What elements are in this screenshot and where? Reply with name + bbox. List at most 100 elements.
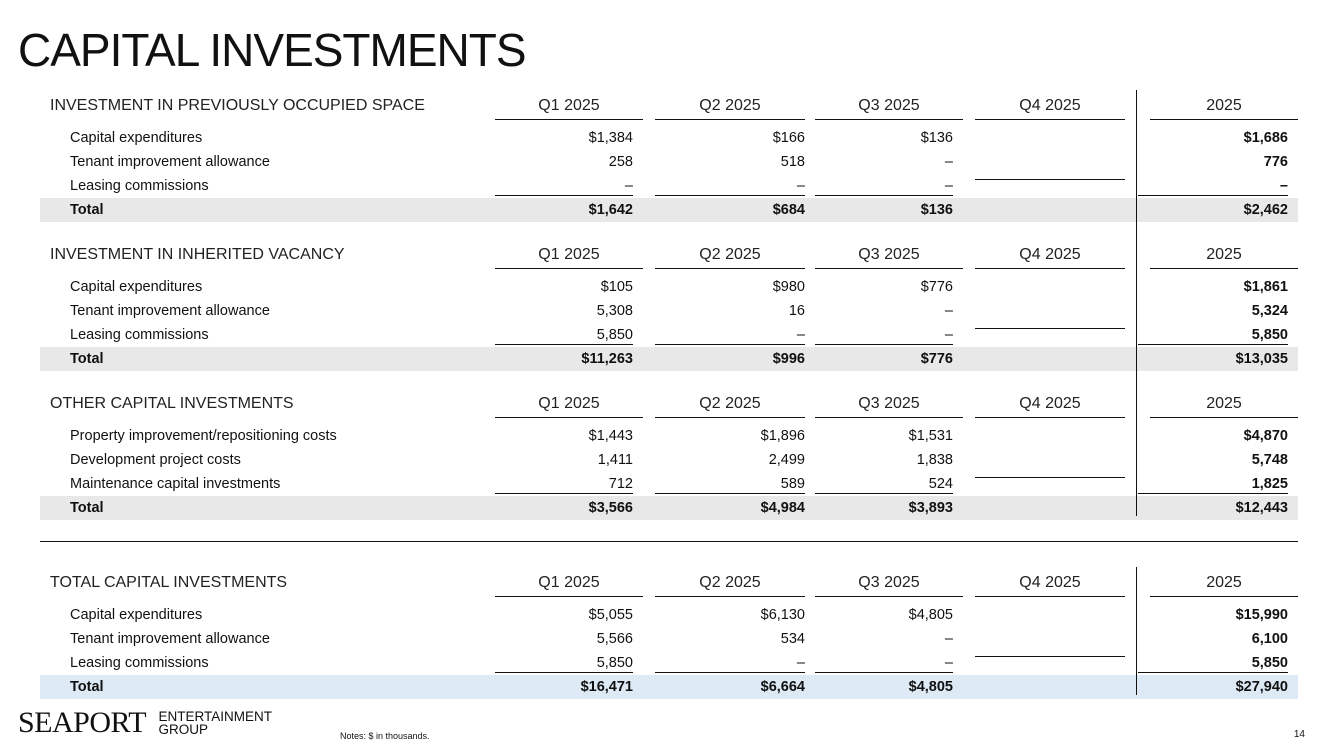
section-heading: INVESTMENT IN INHERITED VACANCY [50, 246, 345, 263]
total-q2: $996 [772, 351, 805, 367]
cell-q3: 1,838 [916, 452, 953, 468]
table-row: Maintenance capital investments 712 589 … [40, 472, 1298, 496]
row-label: Leasing commissions [70, 327, 209, 343]
section-inherited-vacancy: INVESTMENT IN INHERITED VACANCY Q1 2025 … [40, 239, 1298, 371]
table-row: Leasing commissions 5,850 – – 5,850 [40, 651, 1298, 675]
cell-q2: 518 [780, 154, 805, 170]
cell-q2: $980 [772, 279, 805, 295]
cell-q1: 712 [495, 476, 633, 494]
cell-year: 5,850 [1138, 655, 1288, 673]
page-number: 14 [1293, 729, 1305, 740]
total-row: Total $3,566 $4,984 $3,893 $12,443 [40, 496, 1298, 520]
section-total-capital: TOTAL CAPITAL INVESTMENTS Q1 2025 Q2 202… [40, 567, 1298, 699]
column-header-q4: Q4 2025 [975, 395, 1125, 418]
table-row: Development project costs 1,411 2,499 1,… [40, 448, 1298, 472]
section-header-row: INVESTMENT IN PREVIOUSLY OCCUPIED SPACE … [40, 90, 1298, 120]
total-row: Total $1,642 $684 $136 $2,462 [40, 198, 1298, 222]
total-label: Total [70, 679, 104, 695]
row-label: Capital expenditures [70, 607, 203, 623]
column-header-q1: Q1 2025 [495, 395, 643, 418]
total-q2: $4,984 [760, 500, 805, 516]
cell-q1: 1,411 [597, 452, 633, 468]
cell-q3: $4,805 [908, 607, 953, 623]
row-label: Maintenance capital investments [70, 476, 281, 492]
section-separator [40, 541, 1298, 542]
cell-year: 1,825 [1138, 476, 1288, 494]
column-header-q3: Q3 2025 [815, 97, 963, 120]
column-header-q3: Q3 2025 [815, 574, 963, 597]
column-header-year: 2025 [1150, 395, 1298, 418]
cell-q1: 5,308 [596, 303, 633, 319]
cell-year: – [1138, 178, 1288, 196]
cell-q2: 589 [655, 476, 805, 494]
section-heading: OTHER CAPITAL INVESTMENTS [50, 395, 294, 412]
column-header-q4: Q4 2025 [975, 97, 1125, 120]
section-heading: INVESTMENT IN PREVIOUSLY OCCUPIED SPACE [50, 97, 425, 114]
total-year: $27,940 [1235, 679, 1288, 695]
total-row: Total $11,263 $996 $776 $13,035 [40, 347, 1298, 371]
table-row: Tenant improvement allowance 258 518 – 7… [40, 150, 1298, 174]
cell-q3: $1,531 [908, 428, 953, 444]
row-label: Tenant improvement allowance [70, 631, 270, 647]
table-row: Tenant improvement allowance 5,566 534 –… [40, 627, 1298, 651]
column-header-q4: Q4 2025 [975, 246, 1125, 269]
total-q1: $1,642 [588, 202, 633, 218]
cell-q2: 16 [788, 303, 805, 319]
column-header-q4: Q4 2025 [975, 574, 1125, 597]
cell-q1: 5,566 [596, 631, 633, 647]
cell-q4 [975, 655, 1125, 657]
table-row: Leasing commissions 5,850 – – 5,850 [40, 323, 1298, 347]
table-row: Capital expenditures $1,384 $166 $136 $1… [40, 126, 1298, 150]
cell-year: 776 [1263, 154, 1288, 170]
cell-year: $1,861 [1243, 279, 1288, 295]
cell-year: $1,686 [1243, 130, 1288, 146]
cell-q1: 5,850 [495, 655, 633, 673]
column-header-q1: Q1 2025 [495, 574, 643, 597]
total-label: Total [70, 202, 104, 218]
table-row: Capital expenditures $5,055 $6,130 $4,80… [40, 603, 1298, 627]
section-header-row: OTHER CAPITAL INVESTMENTS Q1 2025 Q2 202… [40, 388, 1298, 418]
section-previously-occupied: INVESTMENT IN PREVIOUSLY OCCUPIED SPACE … [40, 90, 1298, 222]
cell-year: $15,990 [1235, 607, 1288, 623]
column-header-q3: Q3 2025 [815, 246, 963, 269]
total-q3: $3,893 [908, 500, 953, 516]
total-q1: $3,566 [588, 500, 633, 516]
total-q2: $684 [772, 202, 805, 218]
cell-q1: $105 [600, 279, 633, 295]
cell-q1: $1,443 [588, 428, 633, 444]
section-other-capital: OTHER CAPITAL INVESTMENTS Q1 2025 Q2 202… [40, 388, 1298, 520]
logo-subtitle: ENTERTAINMENT GROUP [158, 710, 273, 737]
cell-q1: $1,384 [588, 130, 633, 146]
logo-subtitle-line-2: GROUP [158, 722, 209, 737]
cell-year: 6,100 [1251, 631, 1288, 647]
total-year: $2,462 [1243, 202, 1288, 218]
cell-q3: – [815, 178, 953, 196]
section-header-row: INVESTMENT IN INHERITED VACANCY Q1 2025 … [40, 239, 1298, 269]
row-label: Tenant improvement allowance [70, 154, 270, 170]
cell-year: $4,870 [1243, 428, 1288, 444]
cell-q3: $136 [920, 130, 953, 146]
table-row: Tenant improvement allowance 5,308 16 – … [40, 299, 1298, 323]
cell-q1: $5,055 [588, 607, 633, 623]
cell-q3: – [815, 655, 953, 673]
row-label: Tenant improvement allowance [70, 303, 270, 319]
column-header-q2: Q2 2025 [655, 574, 805, 597]
cell-q2: 2,499 [768, 452, 805, 468]
total-q1: $16,471 [580, 679, 633, 695]
column-header-q2: Q2 2025 [655, 246, 805, 269]
column-header-year: 2025 [1150, 574, 1298, 597]
total-year: $13,035 [1235, 351, 1288, 367]
cell-q3: 524 [815, 476, 953, 494]
cell-q4 [975, 476, 1125, 478]
page-title: CAPITAL INVESTMENTS [18, 24, 527, 76]
cell-q3: – [944, 631, 953, 647]
cell-year: 5,748 [1251, 452, 1288, 468]
row-label: Leasing commissions [70, 655, 209, 671]
cell-q1: 258 [608, 154, 633, 170]
row-label: Property improvement/repositioning costs [70, 428, 337, 444]
table-row: Capital expenditures $105 $980 $776 $1,8… [40, 275, 1298, 299]
cell-q4 [975, 327, 1125, 329]
company-logo: SEAPORT ENTERTAINMENT GROUP [18, 708, 272, 738]
total-label: Total [70, 500, 104, 516]
logo-wordmark: SEAPORT [18, 706, 147, 739]
